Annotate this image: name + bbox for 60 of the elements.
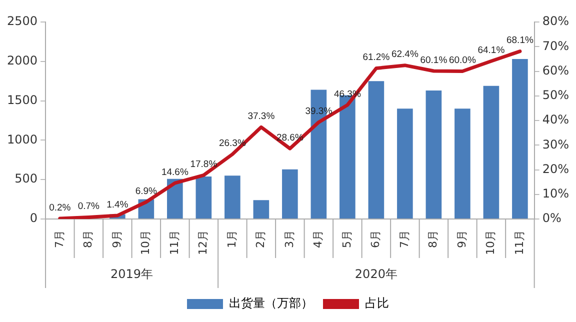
y-tick-label: 2500 bbox=[6, 14, 38, 28]
bar bbox=[167, 178, 183, 219]
x-tick-label: 12月 bbox=[196, 230, 210, 256]
data-label: 14.6% bbox=[161, 166, 189, 178]
data-label: 17.8% bbox=[190, 159, 218, 170]
x-tick-label: 8月 bbox=[426, 230, 440, 248]
data-label: 61.2% bbox=[362, 52, 390, 64]
bar bbox=[426, 90, 442, 219]
bar bbox=[397, 108, 413, 219]
y-tick-label: 1000 bbox=[6, 132, 38, 146]
y-tick-label: 500 bbox=[14, 172, 38, 186]
data-label: 1.4% bbox=[106, 199, 129, 210]
legend-label: 占比 bbox=[365, 296, 389, 310]
x-tick-label: 2月 bbox=[254, 230, 268, 248]
x-tick-label: 7月 bbox=[398, 230, 411, 248]
x-tick-label: 9月 bbox=[455, 230, 468, 248]
data-label: 37.3% bbox=[248, 111, 276, 122]
data-label: 68.1% bbox=[506, 35, 534, 46]
y2-tick-label: 50% bbox=[542, 88, 569, 102]
bar bbox=[512, 59, 528, 219]
y2-tick-label: 60% bbox=[542, 63, 569, 78]
legend-label: 出货量（万部） bbox=[229, 296, 313, 310]
x-tick-label: 1月 bbox=[225, 230, 238, 248]
text: 2019年 bbox=[110, 267, 154, 282]
bar bbox=[483, 86, 500, 219]
y2-tick-label: 10% bbox=[542, 186, 569, 201]
x-tick-label: 3月 bbox=[282, 230, 296, 248]
y-tick-label: 1500 bbox=[6, 92, 38, 107]
bar bbox=[196, 176, 212, 219]
bar bbox=[368, 81, 384, 219]
y2-tick-label: 70% bbox=[542, 38, 569, 53]
y2-tick-label: 40% bbox=[542, 112, 569, 127]
y-tick-label: 0 bbox=[30, 211, 38, 226]
data-label: 6.9% bbox=[135, 186, 158, 197]
bar bbox=[454, 108, 470, 219]
y2-tick-label: 30% bbox=[542, 137, 569, 152]
x-tick-label: 11月 bbox=[168, 230, 181, 256]
y2-tick-label: 20% bbox=[542, 162, 569, 176]
x-tick-label: 8月 bbox=[82, 230, 95, 248]
y-tick-label: 2000 bbox=[6, 54, 38, 68]
x-tick-label: 11月 bbox=[512, 230, 526, 256]
data-label: 62.4% bbox=[391, 49, 419, 60]
bar bbox=[224, 176, 240, 219]
x-tick-label: 10月 bbox=[139, 230, 152, 256]
x-tick-label: 5月 bbox=[340, 230, 354, 248]
data-label: 0.2% bbox=[49, 202, 72, 214]
x-tick-label: 10月 bbox=[484, 230, 498, 256]
data-label: 0.7% bbox=[78, 201, 100, 212]
data-label: 60.0% bbox=[448, 55, 476, 66]
bar bbox=[282, 169, 298, 219]
y2-tick-label: 0% bbox=[542, 211, 562, 226]
data-label: 60.1% bbox=[420, 54, 448, 66]
data-label: 64.1% bbox=[478, 45, 506, 56]
x-tick-label: 4月 bbox=[312, 230, 325, 248]
bar bbox=[253, 200, 270, 219]
x-tick-label: 9月 bbox=[110, 230, 124, 248]
y2-tick-label: 80% bbox=[542, 14, 569, 28]
x-tick-label: 6月 bbox=[369, 230, 382, 248]
x-tick-label: 7月 bbox=[52, 230, 66, 248]
text: 2020年 bbox=[354, 267, 398, 282]
